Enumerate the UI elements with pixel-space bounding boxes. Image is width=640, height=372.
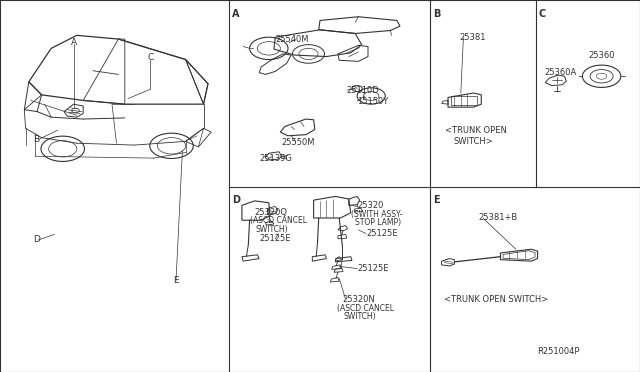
Text: SWITCH): SWITCH)	[255, 225, 288, 234]
Text: B: B	[33, 135, 40, 144]
Text: 25320N: 25320N	[342, 295, 375, 304]
Text: (ASCD CANCEL: (ASCD CANCEL	[250, 217, 307, 225]
Text: 25125E: 25125E	[260, 234, 291, 243]
Text: 25320Q: 25320Q	[255, 208, 288, 217]
Text: C: C	[538, 9, 545, 19]
Text: 25550M: 25550M	[282, 138, 315, 147]
Text: E: E	[433, 195, 439, 205]
Text: D: D	[232, 195, 240, 205]
Text: SWITCH>: SWITCH>	[453, 137, 493, 146]
Text: <TRUNK OPEN SWITCH>: <TRUNK OPEN SWITCH>	[444, 295, 548, 304]
Text: A: A	[232, 9, 239, 19]
Text: SWITCH): SWITCH)	[344, 312, 376, 321]
Text: 25125E: 25125E	[357, 264, 388, 273]
Text: 25360: 25360	[589, 51, 615, 60]
Text: 25381+B: 25381+B	[479, 213, 518, 222]
Text: STOP LAMP): STOP LAMP)	[355, 218, 401, 227]
Text: C: C	[147, 53, 154, 62]
Text: D: D	[33, 235, 40, 244]
Text: 25139G: 25139G	[259, 154, 292, 163]
Text: R251004P: R251004P	[538, 347, 580, 356]
Text: E: E	[173, 276, 179, 285]
Text: 25110D: 25110D	[347, 86, 380, 94]
Text: 25360A: 25360A	[545, 68, 577, 77]
Bar	[451, 96, 477, 105]
Text: 25381: 25381	[460, 33, 486, 42]
Text: A: A	[70, 38, 77, 47]
Text: B: B	[433, 9, 440, 19]
Text: 25125E: 25125E	[366, 229, 397, 238]
Text: 25540M: 25540M	[275, 35, 308, 44]
Text: (ASCD CANCEL: (ASCD CANCEL	[337, 304, 394, 313]
Text: 15150Y: 15150Y	[357, 97, 388, 106]
Text: (SWITH ASSY-: (SWITH ASSY-	[351, 210, 403, 219]
Text: <TRUNK OPEN: <TRUNK OPEN	[445, 126, 507, 135]
Text: 25320: 25320	[357, 201, 383, 210]
